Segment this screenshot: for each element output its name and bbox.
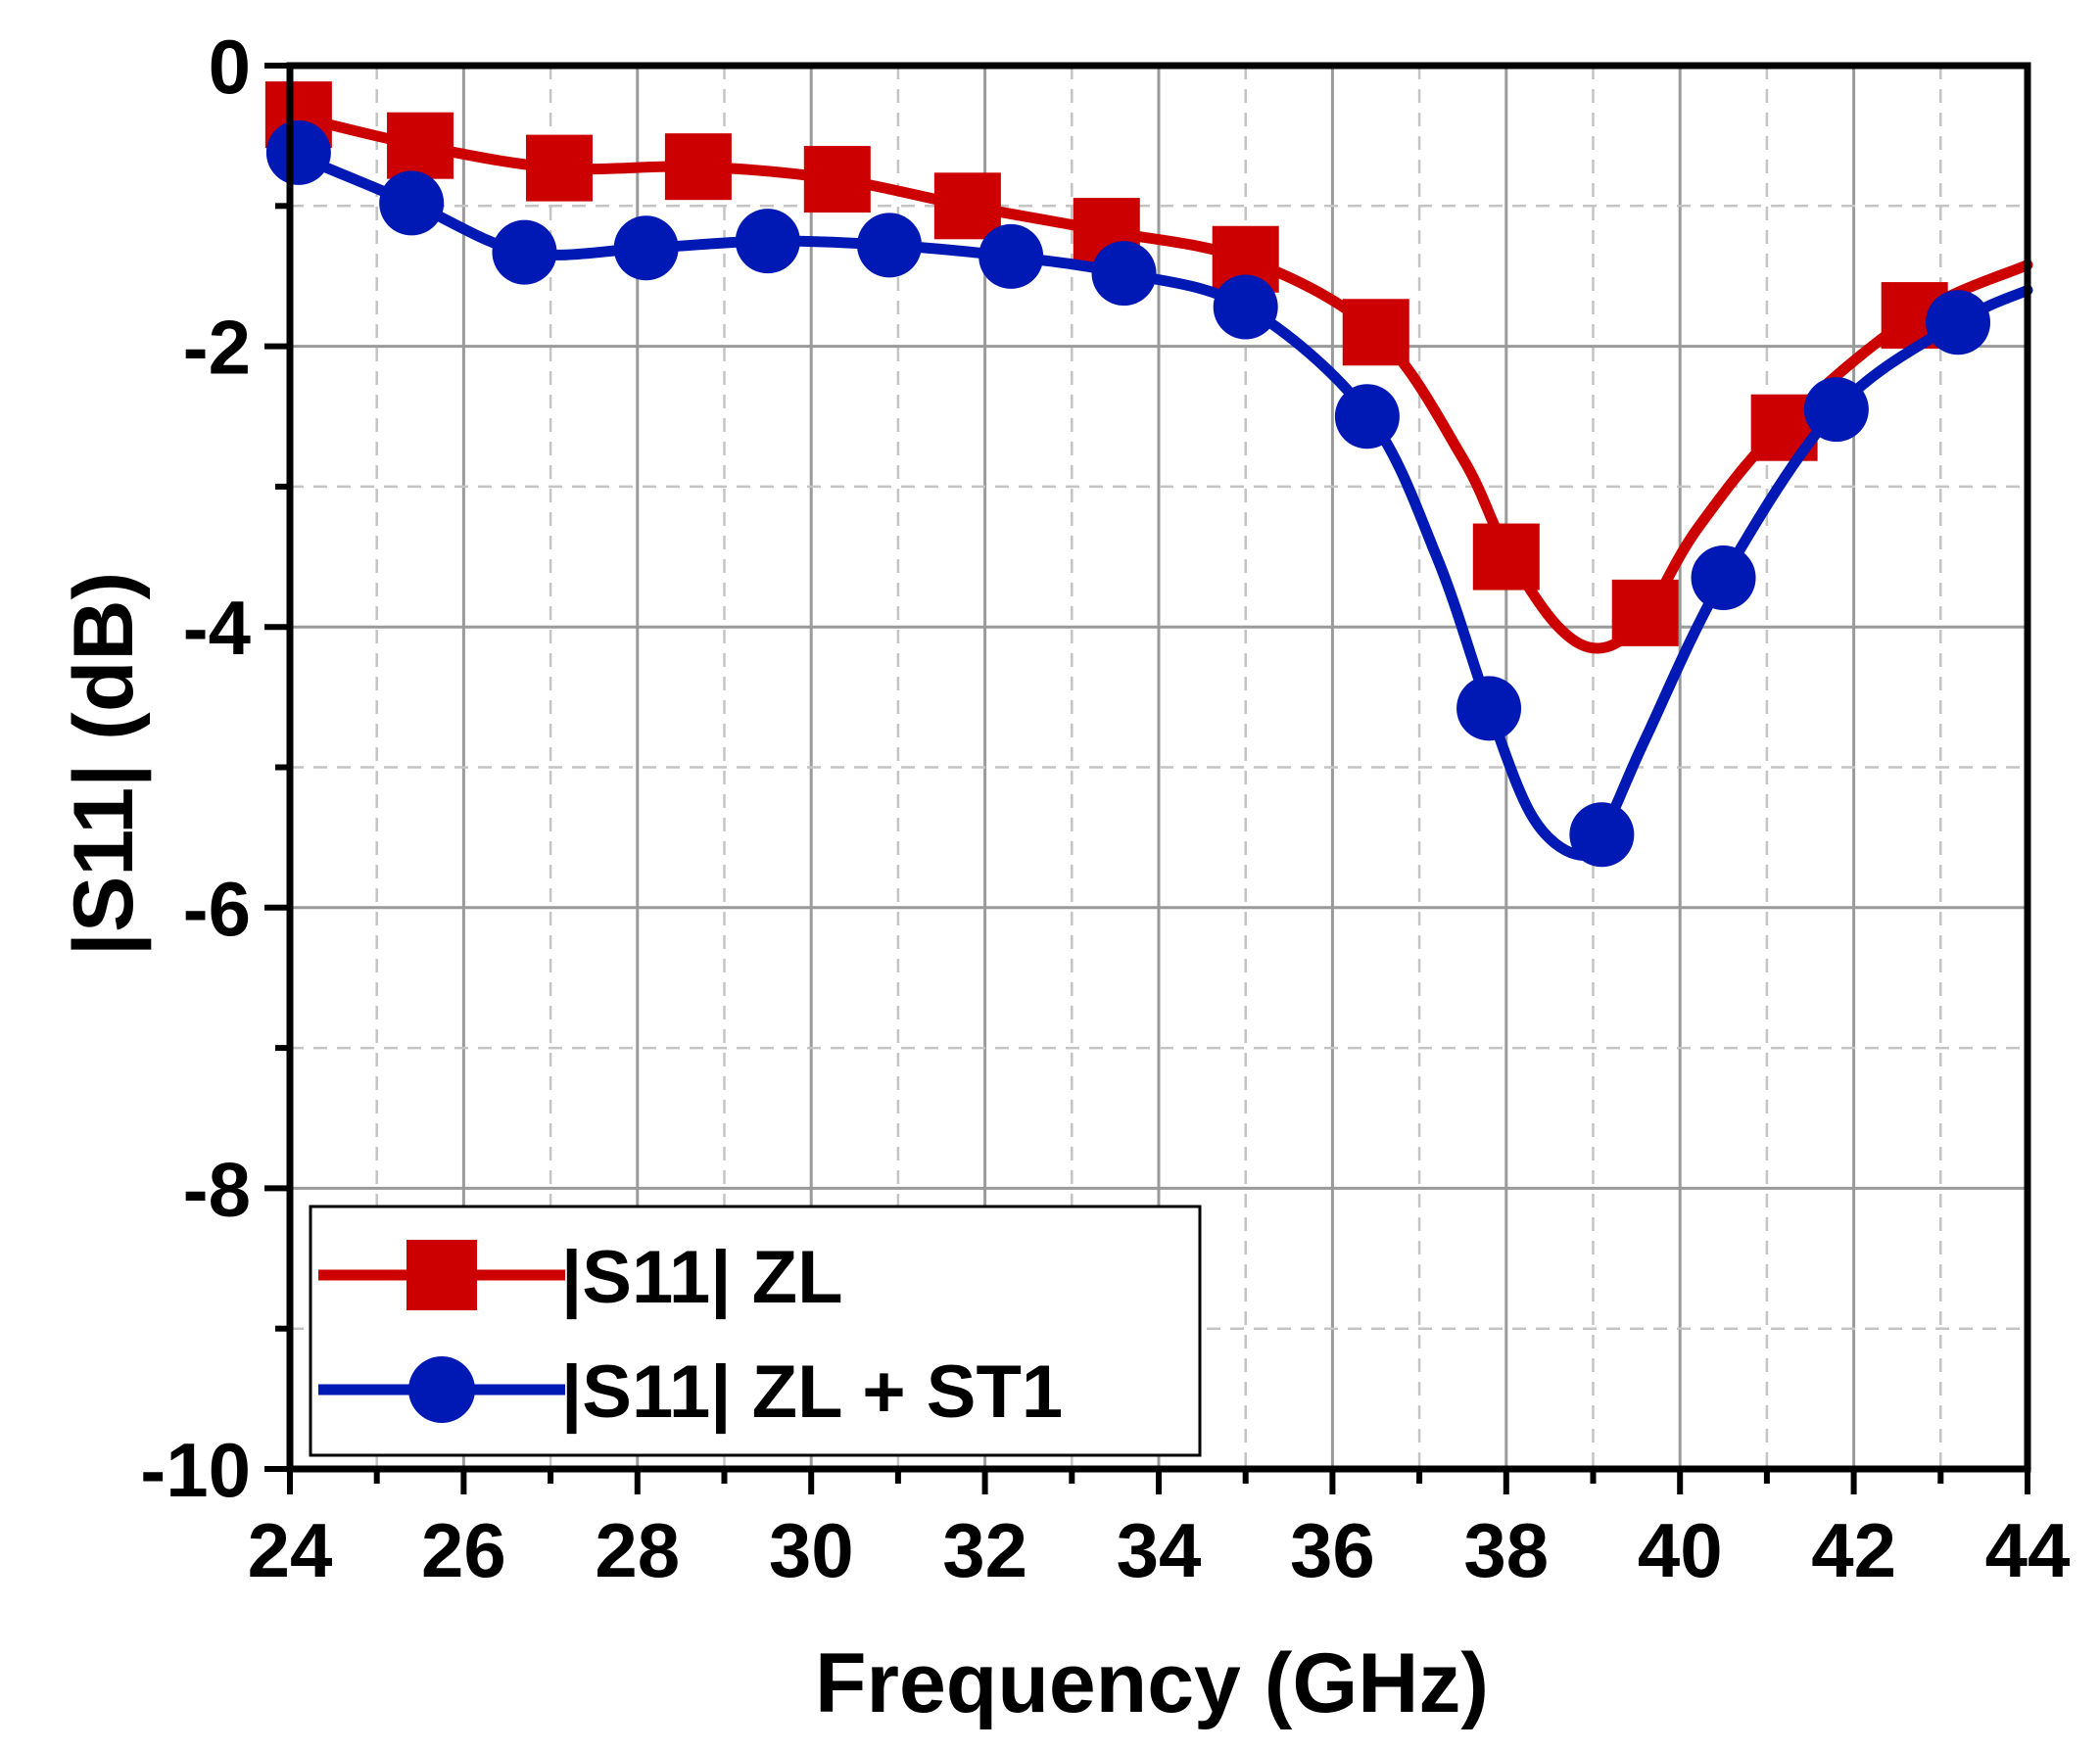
y-tick-label: -8 xyxy=(183,1146,251,1232)
data-point-s11-zl xyxy=(387,112,454,179)
data-point-s11-zl-st1 xyxy=(613,215,679,281)
data-point-s11-zl-st1 xyxy=(1334,384,1400,450)
data-point-s11-zl xyxy=(664,133,732,201)
y-tick-label: -4 xyxy=(183,585,251,671)
x-tick-label: 32 xyxy=(942,1507,1027,1593)
labels-layer: 24 26 28 30 32 34 36 38 40 42 44 0 -2 -4 -6 -8 -10 xyxy=(140,24,2070,1593)
data-point-s11-zl xyxy=(933,172,1001,240)
data-point-s11-zl-st1 xyxy=(379,170,445,236)
data-point-s11-zl-st1 xyxy=(1213,274,1278,340)
data-point-s11-zl-st1 xyxy=(1803,377,1869,443)
x-tick-label: 28 xyxy=(595,1507,680,1593)
y-axis-title: |S11| (dB) xyxy=(57,572,151,956)
data-point-s11-zl-st1 xyxy=(857,213,923,278)
plot-frame xyxy=(286,62,2031,1473)
data-point-s11-zl-st1 xyxy=(1456,676,1522,741)
x-tick-label: 38 xyxy=(1463,1507,1549,1593)
y-tick-label: -6 xyxy=(183,866,251,952)
x-axis-title: Frequency (GHz) xyxy=(815,1636,1489,1730)
y-tick-label: -2 xyxy=(183,305,251,391)
legend-marker-s11-zl xyxy=(406,1240,477,1310)
data-point-s11-zl-st1 xyxy=(735,209,800,274)
x-tick-label: 30 xyxy=(769,1507,854,1593)
data-point-s11-zl-st1 xyxy=(265,119,331,185)
legend: |S11| ZL |S11| ZL + ST1 xyxy=(309,1205,1202,1457)
data-point-s11-zl-st1 xyxy=(1569,802,1635,868)
series-layer xyxy=(264,81,2033,868)
x-tick-label: 40 xyxy=(1638,1507,1723,1593)
data-point-s11-zl-st1 xyxy=(978,223,1044,289)
data-point-s11-zl-st1 xyxy=(492,219,557,285)
data-point-s11-zl-st1 xyxy=(1926,290,1991,355)
x-tick-label: 24 xyxy=(248,1507,333,1593)
data-point-s11-zl xyxy=(803,146,871,213)
legend-label-s11-zl: |S11| ZL xyxy=(561,1236,843,1320)
data-point-s11-zl-st1 xyxy=(1091,241,1157,307)
x-tick-label: 44 xyxy=(1985,1507,2071,1593)
x-tick-label: 34 xyxy=(1117,1507,1202,1593)
y-tick-label: 0 xyxy=(209,24,251,110)
x-tick-label: 42 xyxy=(1811,1507,1896,1593)
data-point-s11-zl-st1 xyxy=(1691,545,1756,611)
x-tick-label: 26 xyxy=(421,1507,506,1593)
data-point-s11-zl xyxy=(525,134,593,202)
legend-label-s11-zl-st1: |S11| ZL + ST1 xyxy=(561,1350,1063,1435)
data-point-s11-zl xyxy=(1472,523,1540,591)
legend-marker-s11-zl-st1 xyxy=(408,1356,475,1423)
x-tick-label: 36 xyxy=(1290,1507,1375,1593)
y-tick-label: -10 xyxy=(140,1427,251,1513)
data-point-s11-zl xyxy=(1611,579,1679,646)
data-point-s11-zl xyxy=(1342,299,1409,366)
ticks-layer xyxy=(264,63,2030,1494)
